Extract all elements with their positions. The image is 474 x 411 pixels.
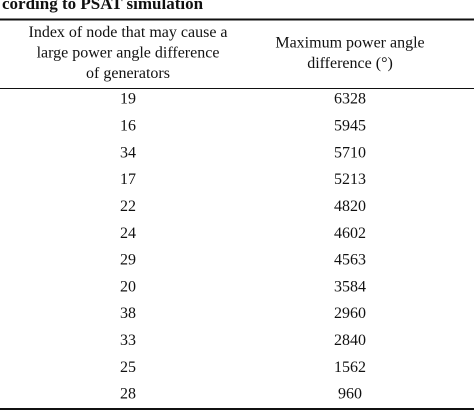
- max-angle-difference: 2960: [334, 305, 366, 322]
- max-angle-difference: 960: [338, 386, 362, 403]
- node-index: 38: [120, 305, 136, 322]
- max-angle-difference: 1562: [334, 359, 366, 376]
- column-header: Maximum power angle: [275, 34, 424, 51]
- max-angle-difference: 4602: [334, 225, 366, 242]
- max-angle-difference: 2840: [334, 332, 366, 349]
- node-index: 28: [120, 386, 136, 403]
- node-index: 20: [120, 278, 136, 295]
- column-header: of generators: [86, 65, 170, 82]
- node-index: 17: [120, 171, 136, 188]
- max-angle-difference: 5945: [334, 117, 366, 134]
- table-title: cording to PSAT simulation: [2, 0, 204, 13]
- node-index: 33: [120, 332, 136, 349]
- node-index: 16: [120, 117, 136, 134]
- max-angle-difference: 5213: [334, 171, 366, 188]
- max-angle-difference: 4563: [334, 252, 366, 269]
- max-angle-difference: 3584: [334, 278, 366, 295]
- node-index: 22: [120, 198, 136, 215]
- max-angle-difference: 4820: [334, 198, 366, 215]
- column-header: Index of node that may cause a: [28, 24, 227, 41]
- node-index: 24: [120, 225, 136, 242]
- node-index: 29: [120, 252, 136, 269]
- node-index: 19: [120, 91, 136, 108]
- max-angle-difference: 6328: [334, 91, 366, 108]
- node-index: 25: [120, 359, 136, 376]
- node-index: 34: [120, 144, 136, 161]
- column-header: difference (°): [307, 55, 393, 72]
- max-angle-difference: 5710: [334, 144, 366, 161]
- column-header: large power angle difference: [37, 45, 220, 62]
